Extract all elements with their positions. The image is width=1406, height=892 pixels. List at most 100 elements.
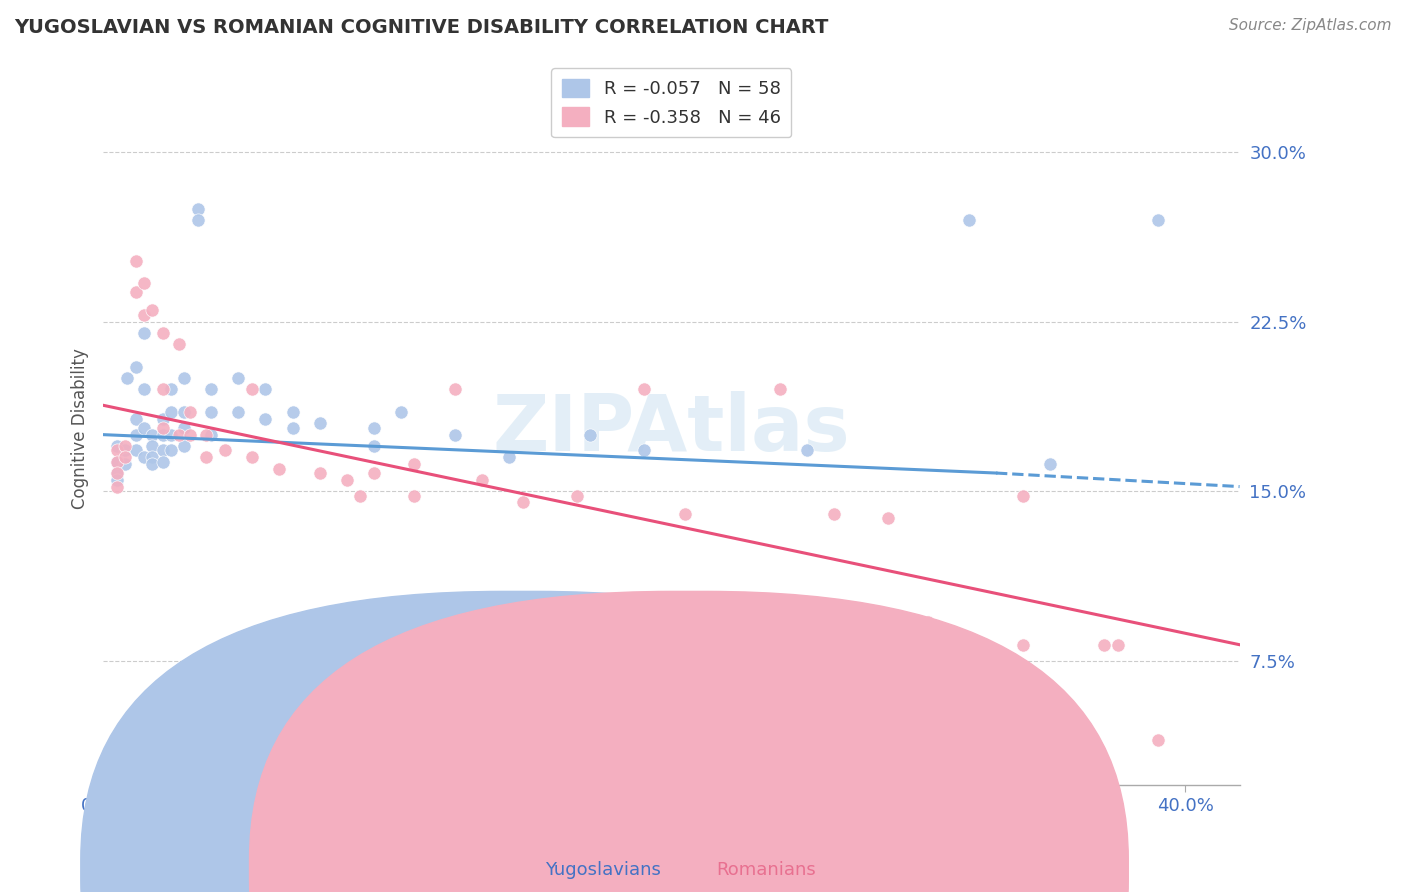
Point — [194, 450, 217, 465]
Point — [141, 457, 163, 471]
Point — [117, 371, 139, 385]
Point — [512, 495, 534, 509]
Point — [124, 359, 146, 374]
Point — [167, 427, 190, 442]
Point — [984, 692, 1007, 706]
Text: Romanians: Romanians — [716, 861, 815, 879]
Point — [768, 383, 790, 397]
Point — [159, 383, 181, 397]
Point — [308, 417, 330, 431]
Point — [363, 421, 385, 435]
Point — [132, 308, 155, 322]
Point — [159, 405, 181, 419]
Point — [498, 450, 520, 465]
Point — [152, 443, 174, 458]
Point — [132, 383, 155, 397]
Point — [173, 421, 195, 435]
Point — [404, 489, 426, 503]
Point — [349, 489, 371, 503]
Point — [673, 507, 696, 521]
Point — [179, 427, 201, 442]
Point — [363, 466, 385, 480]
Point — [957, 213, 980, 227]
Point — [105, 455, 128, 469]
Point — [152, 383, 174, 397]
Point — [159, 427, 181, 442]
Point — [308, 466, 330, 480]
Point — [152, 326, 174, 340]
Point — [179, 405, 201, 419]
Point — [105, 455, 128, 469]
Point — [173, 405, 195, 419]
Point — [267, 461, 290, 475]
Point — [214, 443, 236, 458]
Point — [124, 443, 146, 458]
Point — [1039, 457, 1062, 471]
Point — [1012, 489, 1035, 503]
Point — [876, 511, 898, 525]
Point — [633, 383, 655, 397]
Point — [240, 450, 263, 465]
Point — [471, 473, 494, 487]
Point — [389, 405, 412, 419]
Point — [187, 213, 209, 227]
Point — [124, 412, 146, 426]
Point — [633, 443, 655, 458]
Point — [796, 443, 818, 458]
Text: Source: ZipAtlas.com: Source: ZipAtlas.com — [1229, 18, 1392, 33]
Point — [132, 421, 155, 435]
Point — [141, 450, 163, 465]
Point — [228, 405, 250, 419]
Point — [159, 443, 181, 458]
Point — [141, 439, 163, 453]
Point — [404, 457, 426, 471]
Point — [152, 427, 174, 442]
Point — [1012, 692, 1035, 706]
Point — [173, 439, 195, 453]
Point — [141, 303, 163, 318]
Legend: R = -0.057   N = 58, R = -0.358   N = 46: R = -0.057 N = 58, R = -0.358 N = 46 — [551, 68, 792, 137]
Point — [152, 412, 174, 426]
Point — [105, 443, 128, 458]
Y-axis label: Cognitive Disability: Cognitive Disability — [72, 349, 89, 509]
Point — [124, 285, 146, 300]
Point — [444, 383, 467, 397]
Point — [141, 427, 163, 442]
Point — [200, 427, 222, 442]
Point — [105, 466, 128, 480]
Point — [200, 383, 222, 397]
Point — [132, 277, 155, 291]
Point — [281, 405, 304, 419]
Point — [132, 326, 155, 340]
Point — [152, 421, 174, 435]
Text: Yugoslavians: Yugoslavians — [544, 861, 661, 879]
Point — [152, 455, 174, 469]
Point — [200, 405, 222, 419]
Point — [228, 371, 250, 385]
Point — [281, 421, 304, 435]
Text: YUGOSLAVIAN VS ROMANIAN COGNITIVE DISABILITY CORRELATION CHART: YUGOSLAVIAN VS ROMANIAN COGNITIVE DISABI… — [14, 18, 828, 37]
Point — [254, 383, 277, 397]
Point — [167, 337, 190, 351]
Point — [124, 427, 146, 442]
Point — [105, 439, 128, 453]
Point — [187, 202, 209, 216]
Point — [240, 383, 263, 397]
Point — [1107, 638, 1129, 652]
Point — [114, 439, 136, 453]
Point — [823, 507, 845, 521]
Point — [105, 466, 128, 480]
Point — [336, 473, 359, 487]
Point — [363, 439, 385, 453]
Point — [254, 412, 277, 426]
Point — [194, 427, 217, 442]
Point — [917, 615, 939, 629]
Text: ZIPAtlas: ZIPAtlas — [492, 391, 851, 467]
Point — [1092, 638, 1115, 652]
Point — [114, 457, 136, 471]
Point — [114, 450, 136, 465]
Point — [1147, 732, 1170, 747]
Point — [1147, 213, 1170, 227]
Point — [444, 427, 467, 442]
Point — [579, 427, 602, 442]
